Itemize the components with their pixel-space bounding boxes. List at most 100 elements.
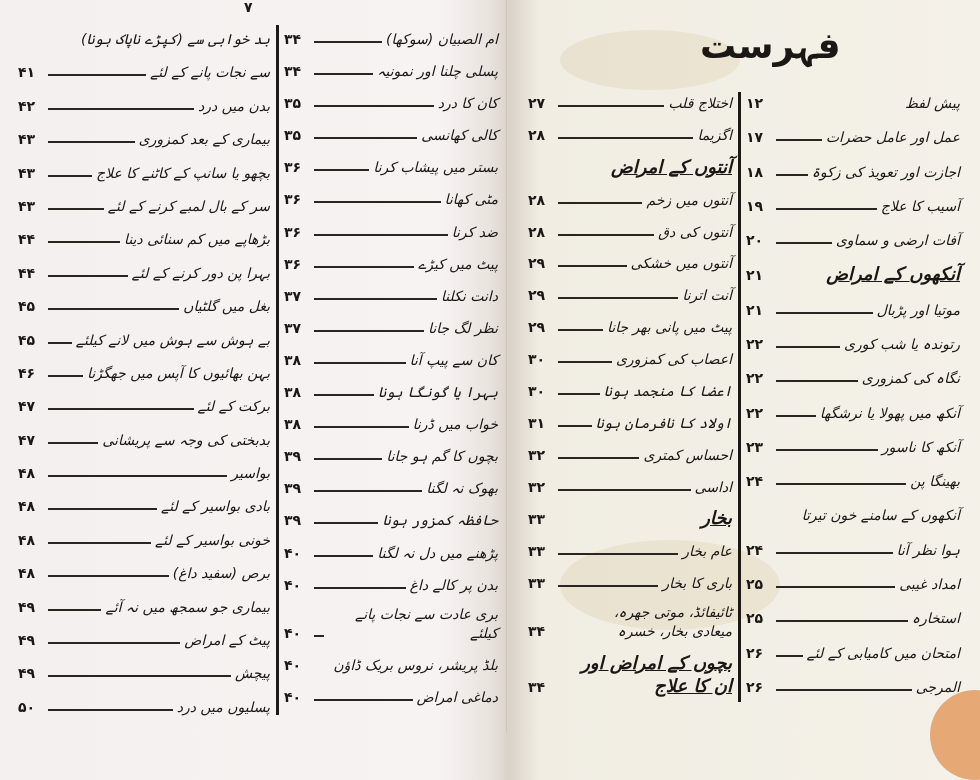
toc-entry-page: ۲۵ [746,611,764,628]
toc-section-heading: بچوں کے امراض اور ان کا علاج ۳۴ [528,652,732,698]
toc-entry-page: ۴۸ [18,532,36,549]
toc-entry-page: ۴۸ [18,499,36,516]
toc-section-heading: آنتوں کے امراض [528,156,732,179]
leader-dash [314,634,324,637]
toc-entry: اگزیما ۲۸ [528,124,732,146]
toc-entry-title: سر کے بال لمبے کرنے کے لئے [107,198,270,215]
toc-entry-title: بخار [701,508,732,530]
toc-entry: پسلیوں میں درد ۵۰ [18,696,270,718]
toc-entry-title: بادی بواسیر کے لئے [161,499,270,516]
leader-dash [776,483,907,486]
toc-entry-page: ۴۵ [18,332,36,349]
toc-entry: حافظہ کمزور ہونا ۳۹ [284,509,498,531]
leader-dash [48,475,228,478]
toc-entry: عمل اور عامل حضرات ۱۷ [746,126,960,148]
toc-entry: استخارہ ۲۵ [746,607,960,629]
toc-entry-title: رتوندہ یا شب کوری [844,336,960,353]
toc-entry-title: پیچش [234,666,270,683]
toc-entry-page: ۴۹ [18,633,36,650]
toc-entry-page: ۲۹ [528,320,546,337]
toc-entry: بچوں کا گم ہو جانا ۳۹ [284,445,498,467]
toc-entry: بھوک نہ لگنا ۳۹ [284,477,498,499]
leader-dash [558,488,691,491]
toc-entry-page: ۳۲ [528,447,546,464]
toc-entry-title: پڑھنے میں دل نہ لگنا [377,545,498,562]
toc-entry: بواسیر ۴۸ [18,462,270,484]
toc-entry-title: ٹائیفائڈ، موتی جھرہ، میعادی بخار، خسرہ [613,605,732,640]
toc-entry: المرجی ۲۶ [746,676,960,698]
leader-dash [314,458,383,461]
leader-dash [48,241,121,244]
toc-entry-title: باری کا بخار [662,576,732,593]
toc-entry-title: آنت اترنا [682,288,732,305]
toc-entry-page: ۳۸ [284,385,302,402]
toc-entry-page: ۲۹ [528,256,546,273]
toc-entry-title: آنتوں کی دق [658,224,732,241]
toc-entry-page: ۴۰ [284,657,302,674]
toc-entry-title: بچھو یا سانپ کے کاٹنے کا علاج [96,165,270,182]
toc-entry-title: ام الصبیان (سوکھا) [385,32,498,48]
toc-entry-title: آنتوں میں خشکی [630,256,732,273]
toc-entry-title: پسلی چلنا اور نمونیہ [377,64,498,81]
toc-entry: بچھو یا سانپ کے کاٹنے کا علاج ۴۳ [18,162,270,184]
leader-dash [314,329,425,332]
toc-entry: پیٹ کے امراض ۴۹ [18,629,270,651]
leader-dash [48,408,194,411]
toc-entry-title: پیٹ میں پانی بھر جانا [607,320,732,337]
toc-entry-title: بھوک نہ لگنا [426,481,498,498]
toc-entry: ہوا نظر آنا ۲۴ [746,539,960,561]
leader-dash [776,380,858,383]
toc-entry-page: ۲۱ [746,268,764,285]
toc-entry-title: اولاد کا نافرمان ہونا [595,415,732,432]
toc-entry-page: ۲۵ [746,576,764,593]
toc-entry-page: ۱۸ [746,164,764,181]
toc-entry-title: برکت کے لئے [197,399,271,416]
toc-entry-title: آنتوں کے امراض [611,156,732,178]
toc-entry-title: آنکھ میں پھولا یا نرشگھا [819,405,960,422]
toc-entry-page: ۳۰ [528,383,546,400]
toc-entry-page: ۳۳ [528,544,546,561]
toc-entry-page: ۳۵ [284,96,302,113]
leader-dash [776,620,908,623]
toc-entry: بہرا پن دور کرنے کے لئے ۴۴ [18,262,270,284]
toc-entry-title: نگاہ کی کمزوری [861,371,960,388]
toc-entry: بڑھاپے میں کم سنائی دینا ۴۴ [18,228,270,250]
toc-entry-title: امداد غیبی [899,576,960,593]
toc-entry-page: ۴۳ [18,165,36,182]
toc-entry-page: ۴۴ [18,265,36,282]
toc-entry-title: پیٹ میں کیڑے [418,256,498,273]
toc-entry-title: نظر لگ جانا [428,320,498,337]
toc-entry-title: بچوں کے امراض اور ان کا علاج [581,652,732,697]
toc-entry: بد خوابی سے (کپڑے ناپاک ہونا) [18,28,270,50]
toc-entry-page: ۲۴ [746,542,764,559]
toc-entry-page: ۳۹ [284,513,302,530]
toc-entry: بھینگا پن ۲۴ [746,470,960,492]
page-gutter [506,0,507,733]
toc-entry: پیٹ میں کیڑے ۳۶ [284,253,498,275]
paper-stain [930,690,980,780]
toc-entry-page: ۳۸ [284,417,302,434]
toc-entry: آنت اترنا ۲۹ [528,284,732,306]
leader-dash [776,207,877,210]
leader-dash [314,586,406,589]
toc-entry: بے ہوش سے ہوش میں لانے کیلئے ۴۵ [18,329,270,351]
toc-entry: باری کا بخار ۳۳ [528,572,732,594]
toc-entry-title: آفات ارضی و سماوی [835,233,960,250]
toc-column-left-2: ام الصبیان (سوکھا) ۳۴ پسلی چلنا اور نمونیہ… [284,28,498,708]
toc-entry: بستر میں پیشاب کرنا ۳۶ [284,156,498,178]
leader-dash [48,107,194,110]
toc-entry: آفات ارضی و سماوی ۲۰ [746,229,960,251]
toc-entry-page: ۲۶ [746,679,764,696]
toc-entry-title: آسیب کا علاج [880,198,960,215]
toc-entry-page: ۴۷ [18,399,36,416]
leader-dash [48,575,169,578]
leader-dash [314,698,413,701]
toc-entry: بدن پر کالے داغ ۴۰ [284,574,498,596]
leader-dash [314,105,434,108]
leader-dash [314,394,374,397]
toc-entry-page: ۴۰ [284,689,302,706]
toc-entry: نگاہ کی کمزوری ۲۲ [746,367,960,389]
toc-entry-title: اعضا کا منجمد ہونا [603,383,732,400]
toc-entry-page: ۲۱ [746,302,764,319]
toc-entry: عام بخار ۳۳ [528,540,732,562]
